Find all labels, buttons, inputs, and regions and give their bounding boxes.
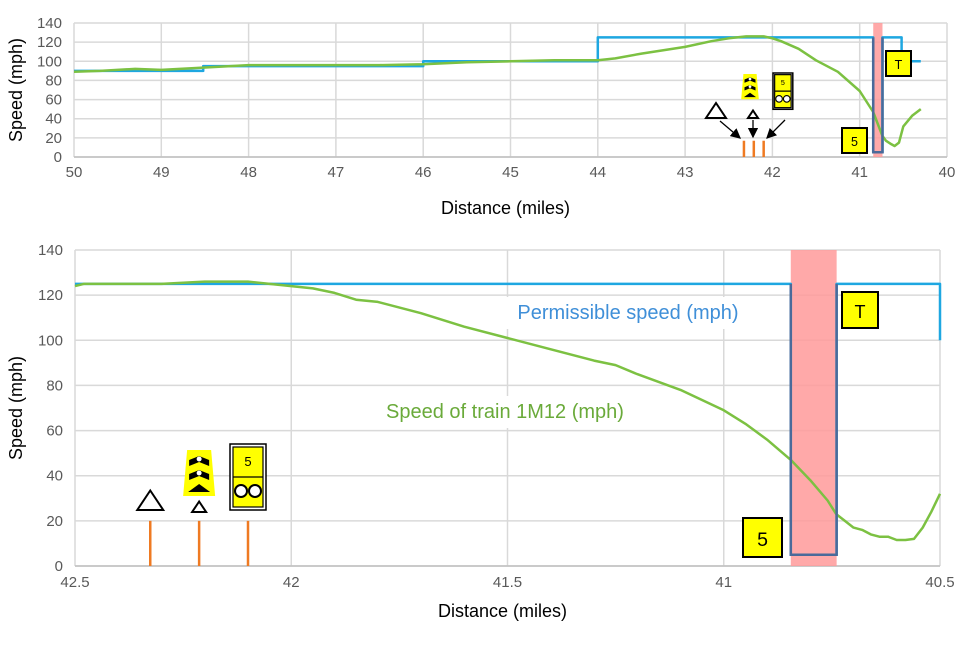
restriction-sign-box-frame bbox=[841, 127, 868, 154]
chevron bbox=[188, 484, 211, 492]
x-tick-label: 42.5 bbox=[60, 574, 89, 591]
dot bbox=[196, 470, 202, 476]
restriction-sign-box-text: 5 bbox=[851, 135, 858, 149]
y-tick-label: 60 bbox=[45, 92, 62, 109]
x-tick-label: 41.5 bbox=[493, 574, 522, 591]
y-tick-label: 20 bbox=[46, 513, 63, 530]
restriction-sign-box: 5 bbox=[742, 517, 783, 558]
dot bbox=[196, 456, 202, 462]
aws-small-triangle-icon bbox=[190, 499, 208, 513]
x-axis-title: Distance (miles) bbox=[438, 601, 567, 621]
restriction-sign-box-text: 5 bbox=[757, 529, 768, 551]
sign-circle bbox=[782, 95, 791, 103]
y-tick-label: 20 bbox=[45, 130, 62, 147]
sign-circle bbox=[234, 484, 248, 498]
y-tick-label: 80 bbox=[45, 72, 62, 89]
x-tick-label: 40 bbox=[939, 164, 956, 181]
y-axis-title: Speed (mph) bbox=[6, 356, 26, 460]
sign-circle bbox=[248, 484, 262, 498]
dot bbox=[748, 85, 752, 89]
permissible-speed-line bbox=[74, 36, 921, 154]
series-label-bg bbox=[363, 396, 647, 428]
y-tick-label: 100 bbox=[38, 332, 63, 349]
y-tick-label: 120 bbox=[38, 287, 63, 304]
x-tick-label: 48 bbox=[240, 164, 257, 181]
y-tick-label: 40 bbox=[45, 111, 62, 128]
sign-speed-text: 5 bbox=[781, 79, 785, 87]
termination-sign-box-frame bbox=[885, 50, 912, 77]
y-tick-label: 40 bbox=[46, 468, 63, 485]
speed-restriction-band bbox=[790, 250, 837, 566]
warning-board-icon bbox=[183, 450, 216, 496]
y-tick-label: 0 bbox=[54, 149, 62, 166]
arrow-icon bbox=[719, 120, 741, 139]
restriction-sign-box-frame bbox=[742, 517, 783, 558]
chart-detail: 0 20 40 60 80 100 120 140 42.5 42 41.5 41 40.5 Distan… bbox=[6, 242, 955, 621]
restriction-outline bbox=[871, 37, 884, 154]
tpws-5-sign-icon: 5 bbox=[229, 443, 267, 511]
x-tick-label: 40.5 bbox=[925, 574, 954, 591]
arrow-icon bbox=[766, 119, 786, 139]
restriction-sign-box: 5 bbox=[841, 127, 868, 154]
y-tick-label: 140 bbox=[37, 15, 62, 32]
speed-restriction-band bbox=[873, 23, 883, 157]
x-tick-label: 42 bbox=[283, 574, 300, 591]
y-tick-label: 120 bbox=[37, 34, 62, 51]
x-tick-label: 46 bbox=[415, 164, 432, 181]
y-tick-label: 100 bbox=[37, 53, 62, 70]
termination-sign-box-text: T bbox=[895, 58, 903, 72]
tpws-5-sign-icon: 5 bbox=[772, 72, 794, 111]
restriction-outline bbox=[789, 283, 838, 556]
x-tick-label: 42 bbox=[764, 164, 781, 181]
warning-board-icon bbox=[741, 74, 759, 100]
x-tick-label: 41 bbox=[715, 574, 732, 591]
termination-sign-box: T bbox=[885, 50, 912, 77]
y-tick-label: 60 bbox=[46, 423, 63, 440]
y-axis-title: Speed (mph) bbox=[6, 38, 26, 142]
permissible-speed-label: Permissible speed (mph) bbox=[517, 302, 738, 324]
sign-circle bbox=[775, 95, 783, 103]
aws-triangle-icon bbox=[704, 101, 728, 119]
train-speed-line bbox=[73, 35, 922, 148]
x-axis-title: Distance (miles) bbox=[441, 198, 570, 218]
chart-overview: 0 20 40 60 80 100 120 140 50 49 48 47 46 45 44 43 42 41 40… bbox=[6, 15, 955, 218]
termination-sign-box-text: T bbox=[855, 302, 866, 322]
x-tick-label: 45 bbox=[502, 164, 519, 181]
series-label-bg bbox=[496, 297, 760, 329]
y-tick-label: 140 bbox=[38, 242, 63, 259]
termination-sign-box-frame bbox=[841, 291, 879, 329]
aws-triangle-icon bbox=[135, 488, 166, 511]
x-tick-label: 47 bbox=[328, 164, 345, 181]
train-speed-line bbox=[74, 280, 942, 542]
sign-speed-text: 5 bbox=[244, 454, 251, 469]
x-tick-label: 44 bbox=[589, 164, 606, 181]
chevron bbox=[743, 92, 757, 98]
aws-small-triangle-icon bbox=[746, 108, 760, 119]
y-tick-label: 80 bbox=[46, 377, 63, 394]
x-tick-label: 50 bbox=[66, 164, 83, 181]
dot bbox=[748, 77, 752, 81]
x-tick-label: 41 bbox=[851, 164, 868, 181]
x-tick-label: 49 bbox=[153, 164, 170, 181]
x-tick-label: 43 bbox=[677, 164, 694, 181]
termination-sign-box: T bbox=[841, 291, 879, 329]
y-tick-label: 0 bbox=[55, 558, 63, 575]
train-speed-label: Speed of train 1M12 (mph) bbox=[386, 401, 624, 423]
